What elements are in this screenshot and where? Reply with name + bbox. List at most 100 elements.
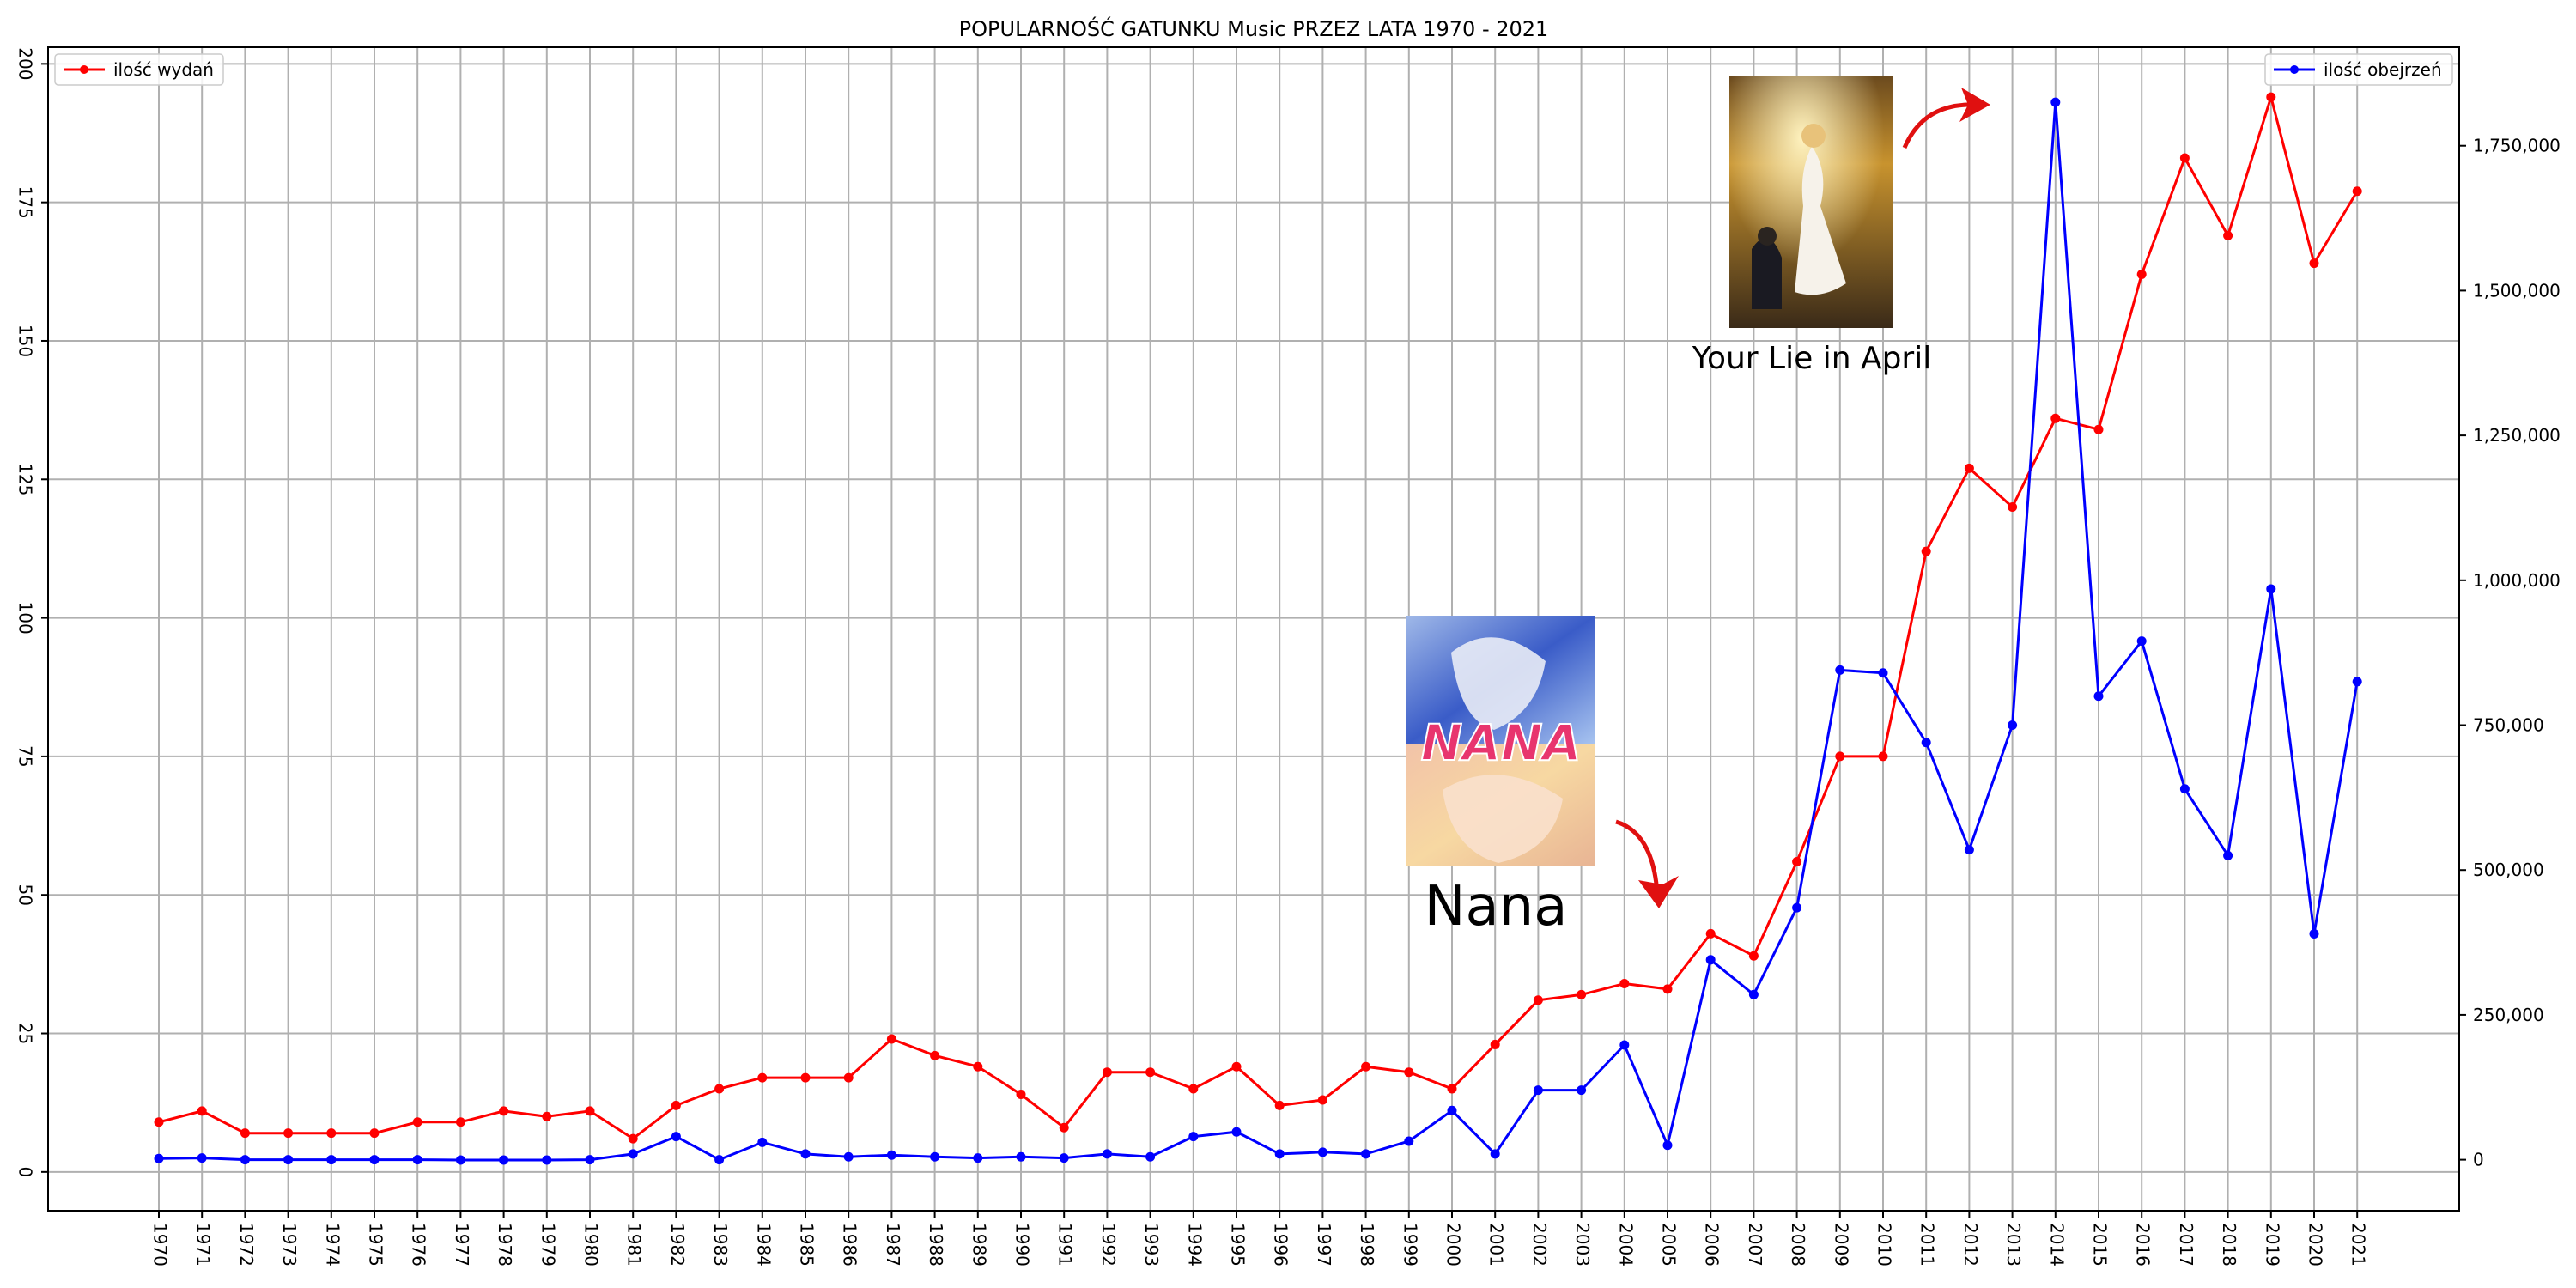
data-point-ilosc-obejrzen — [2266, 584, 2276, 594]
data-point-ilosc-wydan — [2223, 230, 2233, 240]
series-line-ilosc-obejrzen — [158, 101, 2359, 1162]
data-point-ilosc-wydan — [1705, 928, 1716, 939]
x-tick-label: 2012 — [1960, 1223, 1981, 1267]
x-tick-label: 2007 — [1745, 1223, 1765, 1267]
x-tick-label: 1979 — [538, 1223, 558, 1267]
data-point-ilosc-wydan — [369, 1128, 380, 1139]
data-point-ilosc-wydan — [2266, 92, 2276, 102]
data-point-ilosc-obejrzen — [973, 1153, 983, 1163]
data-point-ilosc-obejrzen — [197, 1153, 207, 1163]
data-point-ilosc-wydan — [714, 1084, 725, 1094]
data-point-ilosc-wydan — [1447, 1084, 1457, 1094]
data-point-ilosc-obejrzen — [1231, 1127, 1242, 1137]
data-point-ilosc-obejrzen — [2223, 850, 2233, 860]
data-point-ilosc-wydan — [499, 1106, 509, 1116]
data-point-ilosc-wydan — [455, 1117, 465, 1127]
data-point-ilosc-obejrzen — [1619, 1040, 1630, 1050]
data-point-ilosc-obejrzen — [1792, 902, 1802, 913]
x-tick-label: 1997 — [1314, 1223, 1334, 1267]
data-point-ilosc-obejrzen — [1705, 955, 1716, 965]
left-tick-label: 75 — [15, 745, 36, 767]
x-tick-label: 2001 — [1486, 1223, 1507, 1267]
x-tick-label: 1989 — [969, 1223, 989, 1267]
x-tick-label: 2000 — [1443, 1223, 1464, 1267]
x-tick-label: 1994 — [1184, 1223, 1205, 1267]
data-point-ilosc-obejrzen — [1188, 1132, 1199, 1142]
left-tick-label: 0 — [15, 1166, 36, 1177]
left-tick-label: 150 — [15, 325, 36, 357]
legend-label-ilosc-wydan: ilość wydań — [113, 59, 214, 80]
data-point-ilosc-wydan — [1748, 951, 1759, 961]
data-point-ilosc-wydan — [2050, 413, 2061, 423]
x-tick-label: 1983 — [710, 1223, 731, 1267]
data-point-ilosc-wydan — [930, 1050, 940, 1060]
data-point-ilosc-wydan — [1964, 463, 1974, 473]
data-point-ilosc-obejrzen — [1878, 668, 1888, 678]
data-point-ilosc-wydan — [283, 1128, 294, 1139]
x-tick-label: 1988 — [926, 1223, 946, 1267]
data-point-ilosc-wydan — [2352, 186, 2362, 197]
left-tick-label: 175 — [15, 186, 36, 219]
data-point-ilosc-obejrzen — [2093, 691, 2104, 702]
data-point-ilosc-obejrzen — [283, 1155, 294, 1165]
data-point-ilosc-wydan — [1059, 1122, 1069, 1133]
x-axis: 1970 1971 1972 1973 1974 1975 1976 1977 1978 1979… — [150, 1211, 2369, 1267]
data-point-ilosc-wydan — [757, 1072, 768, 1083]
data-point-ilosc-wydan — [1361, 1061, 1371, 1072]
data-point-ilosc-wydan — [2179, 153, 2190, 163]
legend-label-ilosc-obejrzen: ilość obejrzeń — [2324, 59, 2442, 80]
data-point-ilosc-wydan — [886, 1034, 896, 1044]
x-tick-label: 1981 — [624, 1223, 645, 1267]
right-axis: 0 250,000 500,000 750,000 1,000,000 1,250,000… — [2459, 136, 2561, 1170]
x-tick-label: 2009 — [1831, 1223, 1851, 1267]
data-point-ilosc-wydan — [1188, 1084, 1199, 1094]
left-tick-label: 100 — [15, 602, 36, 635]
data-point-ilosc-wydan — [1317, 1095, 1327, 1105]
data-point-ilosc-wydan — [2093, 424, 2104, 434]
x-tick-label: 1986 — [840, 1223, 860, 1267]
data-point-ilosc-obejrzen — [1577, 1085, 1587, 1096]
data-point-ilosc-wydan — [154, 1117, 164, 1127]
data-point-ilosc-obejrzen — [1662, 1140, 1673, 1151]
data-point-ilosc-wydan — [628, 1133, 638, 1144]
x-tick-label: 2004 — [1615, 1223, 1636, 1267]
your-lie-in-april-poster-image — [1729, 76, 1893, 328]
x-tick-label: 1995 — [1228, 1223, 1249, 1267]
data-point-ilosc-wydan — [585, 1106, 595, 1116]
legend-ilosc-wydan: ilość wydań — [54, 53, 224, 86]
data-point-ilosc-wydan — [2309, 258, 2319, 269]
data-point-ilosc-obejrzen — [326, 1155, 337, 1165]
your-lie-in-april-caption: Your Lie in April — [1692, 341, 1932, 376]
left-tick-label: 50 — [15, 884, 36, 905]
right-tick-label: 1,500,000 — [2473, 280, 2561, 301]
x-tick-label: 1984 — [753, 1223, 774, 1267]
right-tick-label: 1,000,000 — [2473, 570, 2561, 591]
data-point-ilosc-wydan — [197, 1106, 207, 1116]
data-point-ilosc-obejrzen — [1921, 738, 1931, 748]
data-point-ilosc-wydan — [1231, 1061, 1242, 1072]
x-tick-label: 1996 — [1271, 1223, 1291, 1267]
data-point-ilosc-wydan — [1619, 978, 1630, 988]
data-point-ilosc-obejrzen — [542, 1155, 552, 1165]
data-point-ilosc-wydan — [240, 1128, 250, 1139]
data-point-ilosc-obejrzen — [714, 1155, 725, 1165]
data-point-ilosc-obejrzen — [843, 1151, 854, 1162]
data-point-ilosc-wydan — [326, 1128, 337, 1139]
x-tick-label: 2014 — [2046, 1223, 2067, 1267]
data-point-ilosc-obejrzen — [455, 1155, 465, 1165]
data-point-ilosc-obejrzen — [2008, 720, 2018, 731]
data-point-ilosc-wydan — [843, 1072, 854, 1083]
data-point-ilosc-obejrzen — [2309, 928, 2319, 939]
data-point-ilosc-wydan — [542, 1111, 552, 1121]
series-line-ilosc-wydan — [158, 92, 2359, 1140]
data-point-ilosc-obejrzen — [1102, 1149, 1112, 1159]
x-tick-label: 2020 — [2306, 1223, 2326, 1267]
x-tick-label: 1978 — [495, 1223, 515, 1267]
x-tick-label: 2016 — [2133, 1223, 2154, 1267]
data-point-ilosc-wydan — [1102, 1067, 1112, 1078]
legend-ilosc-obejrzen: ilość obejrzeń — [2264, 53, 2453, 86]
data-point-ilosc-wydan — [1835, 751, 1845, 762]
series-layer — [154, 92, 2362, 1165]
data-point-ilosc-wydan — [412, 1117, 422, 1127]
data-point-ilosc-obejrzen — [671, 1132, 681, 1142]
